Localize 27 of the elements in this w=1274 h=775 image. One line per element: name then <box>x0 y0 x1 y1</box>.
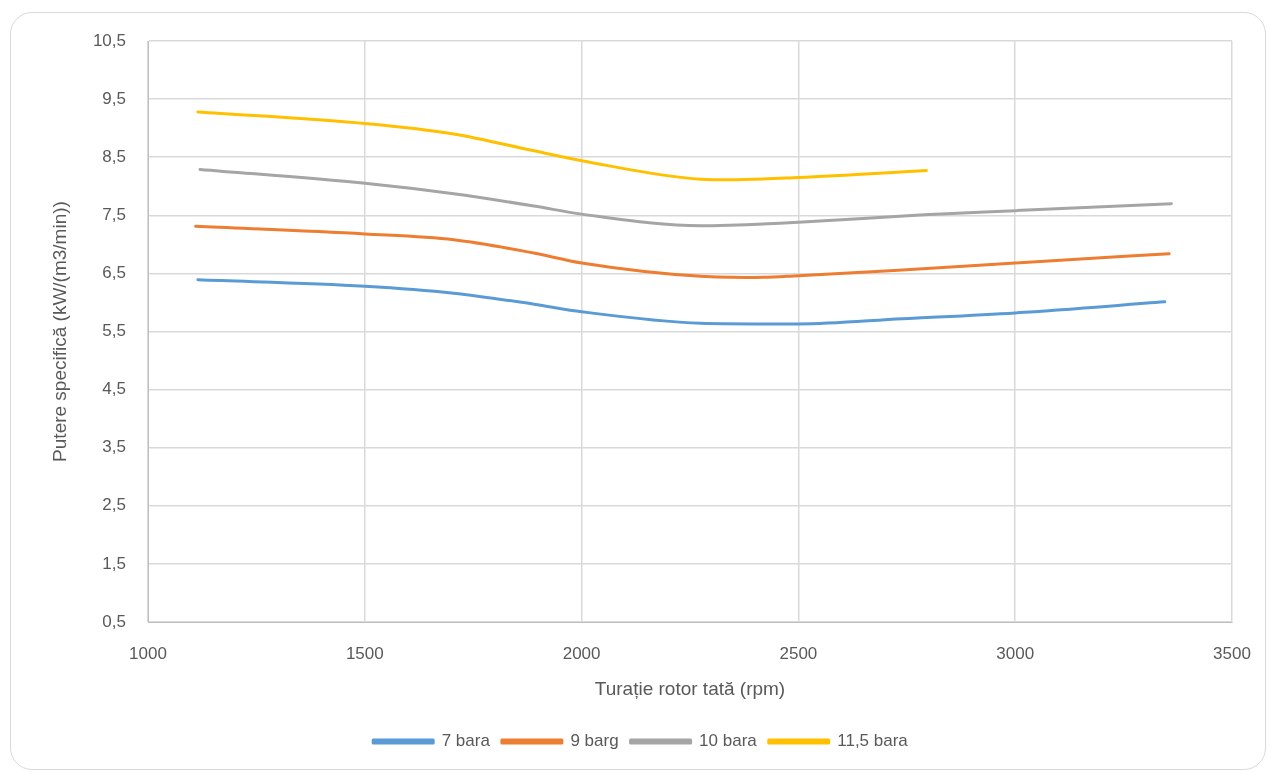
y-tick-label: 1,5 <box>102 553 126 573</box>
y-tick-label: 10,5 <box>92 30 126 50</box>
x-tick-label: 3000 <box>996 643 1035 663</box>
y-tick-label: 0,5 <box>102 611 126 631</box>
y-tick-label: 2,5 <box>102 495 126 515</box>
x-tick-label: 3500 <box>1213 643 1251 663</box>
y-tick-label: 7,5 <box>102 204 126 224</box>
legend-label: 10 bara <box>699 731 758 751</box>
line-series <box>196 110 928 182</box>
x-axis-title: Turație rotor tată (rpm) <box>594 677 786 699</box>
x-tick-label: 1000 <box>129 643 167 663</box>
y-tick-label: 5,5 <box>102 321 126 341</box>
line-series <box>196 278 1167 326</box>
x-tick-label: 1500 <box>345 643 384 663</box>
y-axis-title: Putere specifică (kW/(m3/min)) <box>48 201 70 462</box>
y-tick-label: 6,5 <box>102 263 126 283</box>
legend-label: 7 bara <box>441 731 491 751</box>
y-tick-label: 4,5 <box>102 379 126 399</box>
line-series <box>198 167 1173 228</box>
x-tick-label: 2000 <box>562 643 601 663</box>
legend-label: 11,5 bara <box>837 731 909 751</box>
y-tick-label: 3,5 <box>102 437 126 457</box>
y-tick-label: 9,5 <box>102 88 126 108</box>
y-tick-label: 8,5 <box>102 146 126 166</box>
x-tick-label: 2500 <box>779 643 818 663</box>
legend-label: 9 barg <box>570 731 619 751</box>
line-series <box>194 224 1171 279</box>
